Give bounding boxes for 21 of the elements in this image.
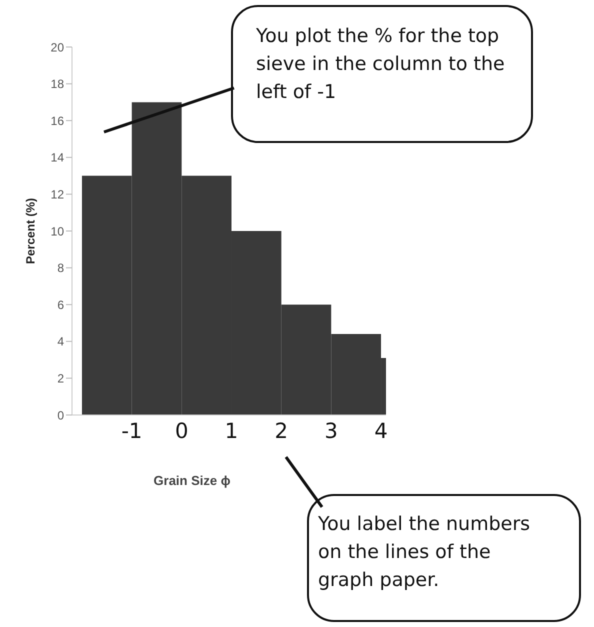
text: You label the numbers on the lines of the graph paper. (318, 512, 532, 593)
annotation: You plot the % for the top sieve in the column to the left of -1 (256, 24, 506, 105)
y-tick-label: 20 (50, 40, 64, 54)
x-tick-label: 3 (324, 418, 338, 443)
x-axis-title: Grain Size ϕ (154, 473, 231, 488)
y-tick-label: 18 (50, 77, 64, 92)
x-tick-label: 4 (374, 418, 388, 443)
x-tick-label: 2 (274, 418, 288, 443)
y-tick-label: 4 (57, 334, 64, 349)
x-tick-label: 1 (224, 418, 238, 443)
x-tick-label: -1 (121, 418, 142, 443)
y-tick-label: 2 (57, 371, 64, 386)
y-tick-label: 14 (50, 150, 64, 165)
x-tick-label: 0 (174, 418, 188, 443)
y-tick-label: 8 (57, 261, 64, 276)
y-tick-label: 10 (50, 224, 64, 238)
y-axis-title: Percent (%) (23, 198, 38, 264)
y-tick-label: 12 (50, 187, 64, 202)
y-tick-label: 6 (57, 298, 64, 312)
y-tick-label: 16 (50, 114, 64, 128)
y-tick-label: 0 (57, 408, 64, 422)
